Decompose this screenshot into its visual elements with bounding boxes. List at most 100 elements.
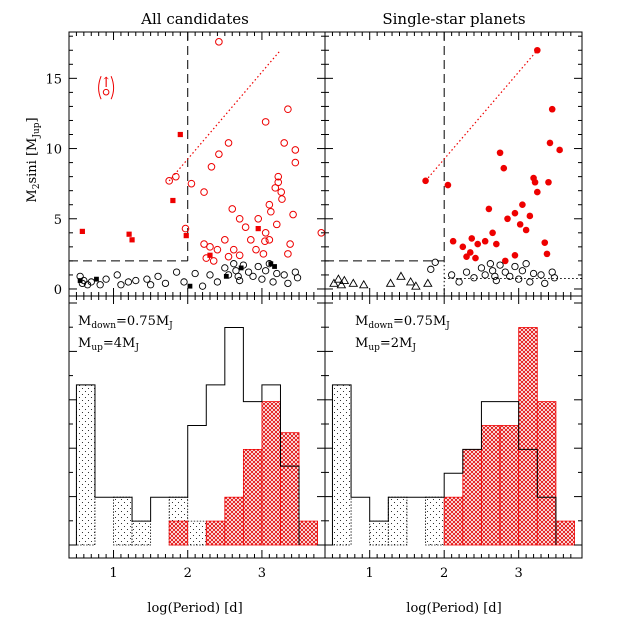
data-point bbox=[126, 231, 132, 237]
ann-post: =0.75M bbox=[393, 314, 446, 329]
data-point bbox=[496, 261, 504, 269]
data-point bbox=[79, 228, 85, 235]
data-point bbox=[405, 277, 416, 286]
data-point bbox=[427, 265, 435, 273]
data-point bbox=[491, 272, 499, 280]
data-point bbox=[183, 233, 189, 239]
data-point bbox=[244, 268, 253, 276]
ann-pre: M bbox=[78, 314, 91, 329]
data-point bbox=[546, 139, 554, 147]
data-point bbox=[444, 181, 452, 189]
ann-post: =4M bbox=[103, 336, 135, 351]
data-point bbox=[286, 240, 294, 248]
y-tick-label: 10 bbox=[45, 143, 62, 158]
histogram-outline bbox=[75, 327, 300, 545]
data-point bbox=[501, 257, 509, 265]
data-point bbox=[254, 214, 263, 223]
data-point bbox=[541, 239, 549, 246]
data-point bbox=[124, 278, 133, 286]
data-point bbox=[519, 201, 526, 209]
trend-line bbox=[168, 49, 281, 182]
data-point bbox=[556, 146, 563, 154]
data-point bbox=[333, 274, 344, 283]
ann-sub2: J bbox=[411, 343, 416, 353]
data-point bbox=[280, 139, 288, 147]
ann-post: =2M bbox=[380, 336, 412, 351]
histogram-bar bbox=[298, 520, 318, 546]
histogram-bar bbox=[536, 401, 557, 546]
data-point bbox=[511, 251, 519, 259]
x-tick-label: 1 bbox=[109, 566, 117, 581]
data-point bbox=[132, 276, 140, 285]
ann-pre: M bbox=[78, 336, 91, 351]
data-point bbox=[261, 229, 270, 237]
data-point bbox=[187, 283, 193, 289]
data-point bbox=[215, 150, 223, 158]
upper-limit-paren-left bbox=[98, 75, 102, 100]
data-point bbox=[489, 229, 496, 237]
data-point bbox=[235, 214, 244, 223]
histogram-bar bbox=[481, 425, 501, 546]
data-point bbox=[537, 271, 545, 279]
data-point bbox=[269, 278, 277, 286]
data-point bbox=[477, 264, 486, 272]
data-point bbox=[177, 131, 183, 138]
data-point bbox=[77, 278, 83, 283]
data-point bbox=[268, 261, 274, 267]
data-point bbox=[339, 275, 350, 285]
data-point bbox=[213, 245, 222, 254]
data-point bbox=[249, 272, 257, 280]
data-point bbox=[470, 274, 478, 282]
data-point bbox=[289, 210, 297, 219]
data-point bbox=[215, 38, 223, 46]
y-axis-label: M2sini [MJup] bbox=[25, 117, 42, 202]
data-point bbox=[213, 278, 222, 286]
histogram-bar bbox=[205, 520, 226, 546]
data-point bbox=[117, 281, 125, 289]
data-point bbox=[113, 271, 121, 279]
histogram-bar bbox=[443, 496, 464, 546]
y-label-main: M bbox=[25, 189, 40, 202]
histogram-bar bbox=[499, 425, 520, 546]
histogram-bar bbox=[113, 496, 133, 546]
data-point bbox=[534, 188, 541, 196]
panel-top-left bbox=[68, 31, 326, 297]
upper-limit-marker: ↑ bbox=[100, 75, 112, 91]
panel-title-right: Single-star planets bbox=[382, 10, 525, 28]
histogram-bar bbox=[168, 520, 189, 546]
data-point bbox=[221, 264, 229, 272]
data-point bbox=[449, 237, 457, 245]
data-point bbox=[209, 257, 218, 265]
trend-line bbox=[425, 49, 538, 182]
data-point bbox=[224, 139, 233, 147]
data-point bbox=[516, 221, 524, 228]
data-point bbox=[236, 276, 244, 285]
data-point bbox=[129, 237, 135, 243]
ann-sub: up bbox=[91, 343, 103, 353]
data-point bbox=[526, 278, 534, 286]
histogram-bar bbox=[242, 448, 263, 546]
annotation-mdown-left: Mdown=0.75MJ bbox=[78, 314, 173, 331]
data-point bbox=[462, 268, 471, 276]
data-point bbox=[200, 188, 208, 196]
histogram-bar bbox=[224, 496, 244, 546]
panel-bottom-left bbox=[68, 295, 326, 559]
data-point bbox=[515, 275, 523, 283]
data-point bbox=[172, 172, 180, 181]
data-point bbox=[238, 265, 244, 271]
data-point bbox=[254, 262, 262, 271]
data-point bbox=[102, 275, 110, 283]
data-point bbox=[447, 271, 456, 279]
data-point bbox=[481, 271, 489, 279]
panel-top-right bbox=[324, 31, 583, 297]
upper-limit-paren-right bbox=[110, 75, 115, 100]
data-point bbox=[501, 268, 509, 276]
data-point bbox=[518, 267, 527, 275]
data-point bbox=[181, 224, 190, 233]
data-point bbox=[348, 278, 359, 287]
data-point bbox=[486, 260, 495, 268]
data-point bbox=[180, 278, 188, 286]
panel-frame bbox=[324, 295, 583, 559]
data-point bbox=[261, 237, 269, 246]
ann-sub2: J bbox=[168, 321, 173, 331]
